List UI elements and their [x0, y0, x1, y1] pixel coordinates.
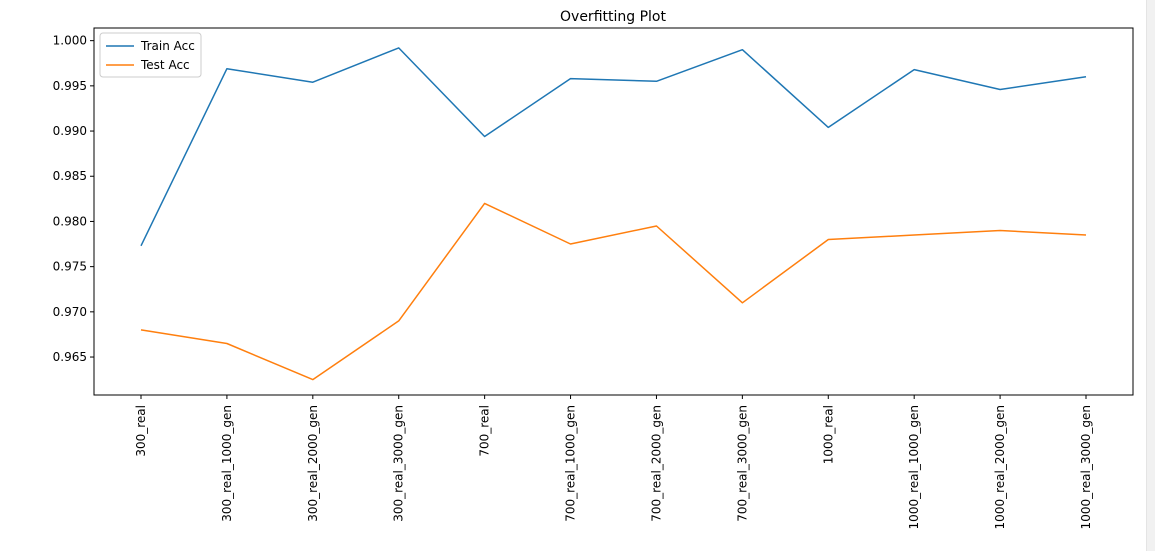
legend-label: Test Acc: [140, 58, 190, 72]
x-axis: 300_real 300_real_1000_gen 300_real_2000_g…: [134, 395, 1093, 529]
x-tick-label: 1000_real_1000_gen: [907, 405, 921, 529]
y-tick-label: 0.975: [53, 260, 87, 274]
series-line-test-acc: [140, 202, 1087, 381]
legend: Train Acc Test Acc: [99, 32, 202, 78]
legend-box: [99, 32, 202, 78]
y-tick-label: 0.965: [53, 350, 87, 364]
y-axis: 0.965 0.970 0.975 0.980 0.985 0.990 0.995 1.000: [53, 34, 94, 364]
y-tick-label: 0.970: [53, 305, 87, 319]
x-tick-label: 700_real_2000_gen: [649, 405, 663, 522]
x-tick-label: 700_real_3000_gen: [735, 405, 749, 522]
series-line-train-acc: [140, 47, 1087, 247]
y-tick-label: 0.980: [53, 214, 87, 228]
plot-lines: [140, 47, 1087, 381]
x-tick-label: 300_real_2000_gen: [306, 405, 320, 522]
x-tick-label: 700_real_1000_gen: [564, 405, 578, 522]
x-tick-label: 300_real: [134, 405, 148, 457]
x-tick-label: 1000_real_3000_gen: [1079, 405, 1093, 529]
x-tick-label: 300_real_1000_gen: [220, 405, 234, 522]
x-tick-label: 300_real_3000_gen: [392, 405, 406, 522]
scrollbar[interactable]: [1146, 0, 1155, 551]
y-tick-label: 0.995: [53, 79, 87, 93]
y-tick-label: 1.000: [53, 34, 87, 48]
x-tick-label: 1000_real_2000_gen: [993, 405, 1007, 529]
y-tick-label: 0.990: [53, 124, 87, 138]
x-tick-label: 700_real: [478, 405, 492, 457]
legend-label: Train Acc: [140, 39, 195, 53]
y-tick-label: 0.985: [53, 169, 87, 183]
plot-frame: [93, 27, 1134, 396]
x-tick-label: 1000_real: [821, 405, 835, 464]
chart-title: Overfitting Plot: [560, 9, 666, 25]
